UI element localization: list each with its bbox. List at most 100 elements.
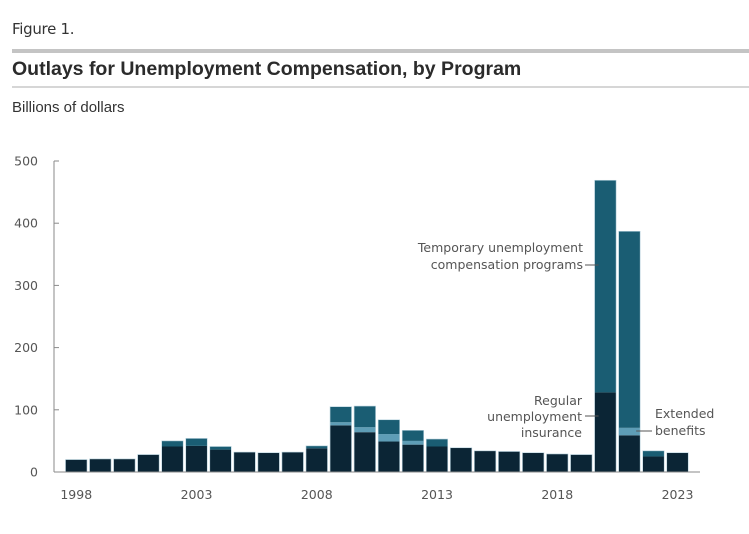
bar-regular-2008	[306, 448, 328, 472]
y-tick-label: 0	[30, 465, 38, 480]
annotation-text: unemployment	[487, 409, 582, 424]
annotation-text: insurance	[521, 425, 582, 440]
header-divider-thin	[12, 86, 749, 88]
bar-temporary-2013	[426, 439, 448, 447]
bar-stack-2008	[305, 445, 328, 473]
bar-stack-2004	[209, 446, 232, 473]
bar-stack-2010	[353, 405, 376, 473]
bar-stack-1999	[89, 458, 112, 473]
annotation-text: Extended	[655, 406, 714, 421]
bar-temporary-2012	[402, 430, 424, 441]
y-tick-label: 500	[14, 154, 38, 169]
annotations-group: Temporary unemployment compensation progr…	[417, 240, 715, 440]
bar-stack-2015	[474, 450, 497, 473]
bar-regular-2018	[546, 453, 568, 472]
bar-temporary-2002	[161, 440, 184, 447]
bar-regular-2007	[281, 452, 304, 472]
y-tick-label: 100	[14, 402, 38, 417]
bar-temporary-2003	[185, 438, 208, 446]
bar-stack-2023	[666, 452, 689, 473]
annotation-temporary-programs: Temporary unemployment compensation progr…	[417, 240, 599, 272]
bar-regular-2012	[402, 444, 424, 472]
bar-regular-2001	[137, 454, 160, 472]
bar-temporary-2009	[330, 406, 352, 423]
bar-regular-2003	[185, 445, 208, 472]
bar-regular-2015	[474, 450, 496, 472]
bar-stack-2022	[642, 450, 665, 473]
bar-temporary-2021	[618, 231, 641, 428]
bar-regular-2022	[642, 456, 665, 472]
bar-regular-2014	[450, 447, 472, 472]
annotation-text: Regular	[534, 393, 583, 408]
chart-title: Outlays for Unemployment Compensation, b…	[12, 58, 522, 80]
bar-regular-2004	[209, 449, 232, 472]
bar-temporary-2011	[378, 419, 400, 435]
bar-stack-2021	[618, 230, 641, 473]
bar-regular-2017	[522, 452, 544, 472]
bar-stack-2014	[449, 447, 473, 473]
annotation-text: compensation programs	[431, 257, 583, 272]
bar-temporary-2008	[306, 445, 328, 449]
bar-stack-2005	[233, 451, 256, 473]
bar-stack-2002	[161, 440, 184, 473]
annotation-extended-benefits: Extended benefits	[636, 406, 714, 438]
bar-extended-2010	[354, 427, 376, 433]
bar-stack-2007	[281, 451, 304, 473]
header-divider-thick	[12, 49, 749, 53]
bar-regular-2009	[330, 425, 352, 472]
bar-regular-2016	[498, 451, 520, 472]
y-axis: 0 100 200 300 400 500	[14, 154, 59, 480]
bar-temporary-2020	[594, 180, 617, 393]
y-tick-label: 400	[14, 216, 38, 231]
bar-regular-2006	[257, 452, 280, 472]
bar-stack-2006	[257, 452, 280, 473]
y-tick-label: 200	[14, 340, 38, 355]
bar-regular-2011	[378, 441, 400, 472]
bar-stack-2009	[329, 406, 352, 473]
bar-regular-2013	[426, 446, 448, 472]
bar-stack-2019	[570, 454, 593, 473]
x-tick-label: 2023	[662, 487, 694, 502]
bar-stack-2016	[498, 451, 521, 473]
bar-stack-2000	[113, 458, 136, 473]
bar-stack-2013	[425, 438, 449, 473]
annotation-text: Temporary unemployment	[417, 240, 583, 255]
bar-stack-2017	[522, 452, 545, 473]
bar-temporary-2022	[642, 450, 665, 457]
bar-stack-2020	[594, 179, 617, 473]
bar-stack-2011	[377, 419, 400, 473]
bar-regular-2002	[161, 446, 184, 472]
bars-group	[65, 179, 689, 473]
bar-extended-2011	[378, 434, 400, 442]
x-tick-label: 2003	[181, 487, 213, 502]
bar-stack-2003	[185, 438, 208, 473]
figure-label: Figure 1.	[12, 20, 75, 38]
bar-extended-2012	[402, 440, 424, 445]
bar-stack-2012	[401, 430, 425, 473]
x-tick-label: 2018	[541, 487, 573, 502]
annotation-text: benefits	[655, 423, 706, 438]
y-tick-label: 300	[14, 278, 38, 293]
bar-regular-2000	[113, 458, 136, 472]
x-tick-label: 2008	[301, 487, 333, 502]
bar-regular-1999	[89, 458, 112, 472]
x-tick-label: 2013	[421, 487, 453, 502]
bar-stack-1998	[65, 459, 88, 473]
bar-regular-2020	[594, 392, 617, 472]
bar-regular-2019	[570, 454, 593, 472]
bar-regular-2023	[666, 452, 689, 472]
bar-temporary-2004	[209, 446, 232, 450]
bar-stack-2001	[137, 454, 160, 473]
y-axis-units-label: Billions of dollars	[12, 99, 125, 116]
bar-extended-2009	[330, 422, 352, 426]
bar-regular-2010	[354, 432, 376, 472]
x-tick-label: 1998	[60, 487, 92, 502]
bar-temporary-2010	[354, 406, 376, 428]
bar-extended-2021	[618, 427, 641, 436]
bar-stack-2018	[546, 453, 569, 473]
bar-regular-2005	[233, 452, 256, 472]
bar-regular-2021	[618, 435, 641, 472]
bar-regular-1998	[65, 459, 87, 472]
